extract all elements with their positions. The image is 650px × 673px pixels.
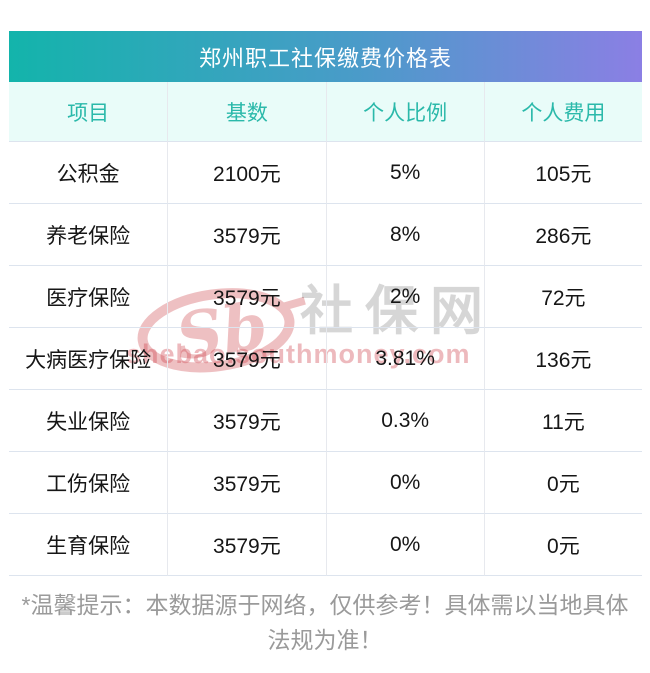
cell-ratio: 0.3%: [325, 390, 484, 452]
cell-item: 生育保险: [9, 514, 168, 576]
cell-fee: 136元: [483, 328, 642, 390]
cell-item: 养老保险: [9, 204, 168, 266]
footer-note: *温馨提示：本数据源于网络，仅供参考！具体需以当地具体法规为准！: [21, 592, 629, 653]
table-row: 工伤保险 3579元 0% 0元: [9, 452, 642, 514]
cell-ratio: 0%: [325, 514, 484, 576]
cell-fee: 0元: [483, 452, 642, 514]
header-cell-item: 项目: [9, 82, 168, 142]
cell-fee: 72元: [483, 266, 642, 328]
cell-item: 失业保险: [9, 390, 168, 452]
cell-base: 3579元: [167, 266, 326, 328]
table-row: 医疗保险 3579元 2% 72元: [9, 266, 642, 328]
table-row: 养老保险 3579元 8% 286元: [9, 204, 642, 266]
table-title: 郑州职工社保缴费价格表: [198, 45, 452, 71]
cell-fee: 286元: [483, 204, 642, 266]
cell-ratio: 2%: [325, 266, 484, 328]
social-security-price-table: 郑州职工社保缴费价格表 项目 基数 个人比例 个人费用 公积金 2100元 5%…: [9, 31, 642, 576]
cell-base: 3579元: [167, 514, 326, 576]
cell-ratio: 8%: [325, 204, 484, 266]
table-title-bar: 郑州职工社保缴费价格表: [9, 31, 642, 82]
header-cell-base: 基数: [167, 82, 326, 142]
cell-base: 2100元: [167, 142, 326, 204]
cell-ratio: 3.81%: [325, 328, 484, 390]
table-row: 大病医疗保险 3579元 3.81% 136元: [9, 328, 642, 390]
cell-item: 医疗保险: [9, 266, 168, 328]
cell-base: 3579元: [167, 452, 326, 514]
cell-ratio: 5%: [325, 142, 484, 204]
header-cell-ratio: 个人比例: [325, 82, 484, 142]
cell-item: 公积金: [9, 142, 168, 204]
header-cell-fee: 个人费用: [483, 82, 642, 142]
cell-base: 3579元: [167, 328, 326, 390]
cell-base: 3579元: [167, 390, 326, 452]
cell-fee: 11元: [483, 390, 642, 452]
table-row: 公积金 2100元 5% 105元: [9, 142, 642, 204]
cell-item: 大病医疗保险: [9, 328, 168, 390]
cell-base: 3579元: [167, 204, 326, 266]
cell-fee: 105元: [483, 142, 642, 204]
table-row: 生育保险 3579元 0% 0元: [9, 514, 642, 576]
cell-ratio: 0%: [325, 452, 484, 514]
table-row: 失业保险 3579元 0.3% 11元: [9, 390, 642, 452]
table-header-row: 项目 基数 个人比例 个人费用: [9, 82, 642, 142]
cell-fee: 0元: [483, 514, 642, 576]
cell-item: 工伤保险: [9, 452, 168, 514]
